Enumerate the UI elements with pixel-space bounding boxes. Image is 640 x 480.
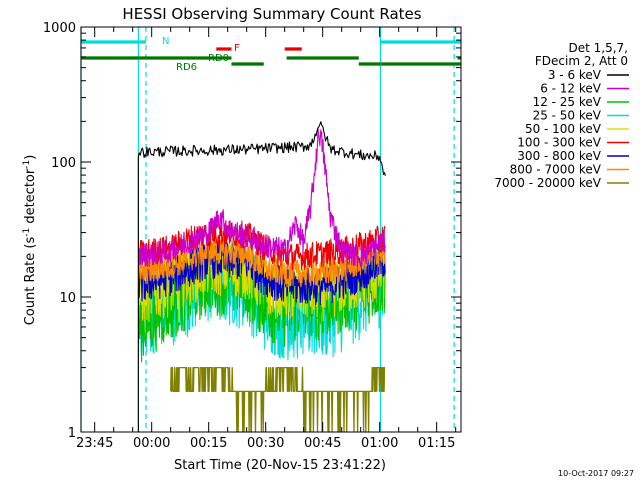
- series-line-6-12kev: [137, 127, 386, 268]
- series-0-group: [137, 121, 386, 432]
- chart-title: HESSI Observing Summary Count Rates: [122, 5, 421, 23]
- y-label-sup2: -1: [22, 160, 32, 169]
- data-series: [137, 121, 386, 433]
- plot-area: [81, 27, 461, 432]
- legend-label-5: 100 - 300 keV: [517, 136, 601, 150]
- axes: 1 10 100 1000 23:45 00:00 00:15 00:30 00:45 01:00…: [43, 21, 462, 451]
- x-tick-label-0: 23:45: [76, 436, 113, 451]
- series-1-group: [137, 127, 386, 268]
- x-tick-label-3: 00:30: [247, 436, 284, 451]
- legend-label-1: 6 - 12 keV: [540, 82, 602, 96]
- y-tick-label-1: 10: [59, 291, 76, 306]
- plot-background: [81, 27, 461, 432]
- footer-date: 10-Oct-2017 09:27: [558, 469, 634, 478]
- y-label-main: Count Rate (s: [23, 237, 38, 326]
- plot-frame: [80, 26, 462, 433]
- legend-label-0: 3 - 6 keV: [548, 68, 602, 82]
- legend-label-7: 800 - 7000 keV: [510, 163, 602, 177]
- series-7-group: [137, 237, 386, 288]
- x-tick-label-6: 01:15: [418, 436, 455, 451]
- legend-label-3: 25 - 50 keV: [533, 109, 602, 123]
- x-tick-label-4: 00:45: [304, 436, 341, 451]
- x-tick-label-5: 01:00: [361, 436, 398, 451]
- flag-rd0-label: RD0: [208, 53, 229, 64]
- y-label-sup1: -1: [22, 228, 32, 237]
- y-tick-label-2: 100: [51, 156, 76, 171]
- x-tick-label-1: 00:00: [133, 436, 170, 451]
- legend-label-4: 50 - 100 keV: [525, 122, 602, 136]
- series-line-3-6kev: [137, 121, 386, 176]
- flag-n-label: N: [162, 36, 169, 47]
- series-line-7000-20000kev: [170, 366, 386, 433]
- y-tick-label-0: 1: [68, 426, 76, 441]
- flag-bars: N F RD0 RD6: [81, 36, 461, 73]
- legend-header-line1: Det 1,5,7,: [569, 41, 629, 55]
- legend-label-2: 12 - 25 keV: [533, 95, 602, 109]
- series-line-800-7000kev: [137, 237, 386, 288]
- x-tick-label-2: 00:15: [190, 436, 227, 451]
- y-label-mid: detector: [23, 168, 38, 228]
- legend-header-line2: FDecim 2, Att 0: [535, 54, 628, 68]
- x-axis-label: Start Time (20-Nov-15 23:41:22): [174, 458, 386, 473]
- legend-label-6: 300 - 800 keV: [517, 149, 601, 163]
- flag-f-label: F: [234, 43, 240, 54]
- flag-rd6-label: RD6: [176, 62, 197, 73]
- legend-label-8: 7000 - 20000 keV: [494, 176, 601, 190]
- y-axis-label: Count Rate (s-1 detector-1): [22, 155, 38, 326]
- series-8-group: [170, 366, 386, 433]
- y-tick-label-3: 1000: [43, 21, 76, 36]
- y-label-end: ): [23, 155, 38, 160]
